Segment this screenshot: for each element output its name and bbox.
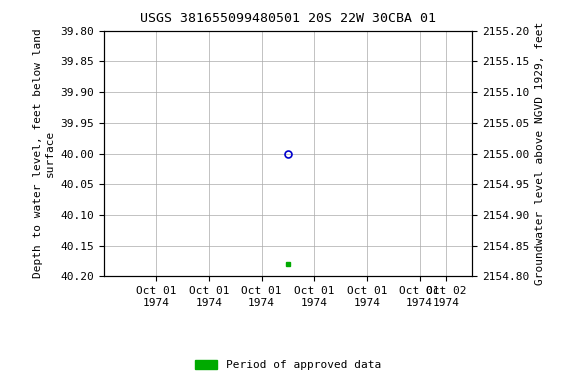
Title: USGS 381655099480501 20S 22W 30CBA 01: USGS 381655099480501 20S 22W 30CBA 01 [140,12,436,25]
Y-axis label: Depth to water level, feet below land
surface: Depth to water level, feet below land su… [33,29,55,278]
Legend: Period of approved data: Period of approved data [191,356,385,375]
Y-axis label: Groundwater level above NGVD 1929, feet: Groundwater level above NGVD 1929, feet [535,22,545,285]
